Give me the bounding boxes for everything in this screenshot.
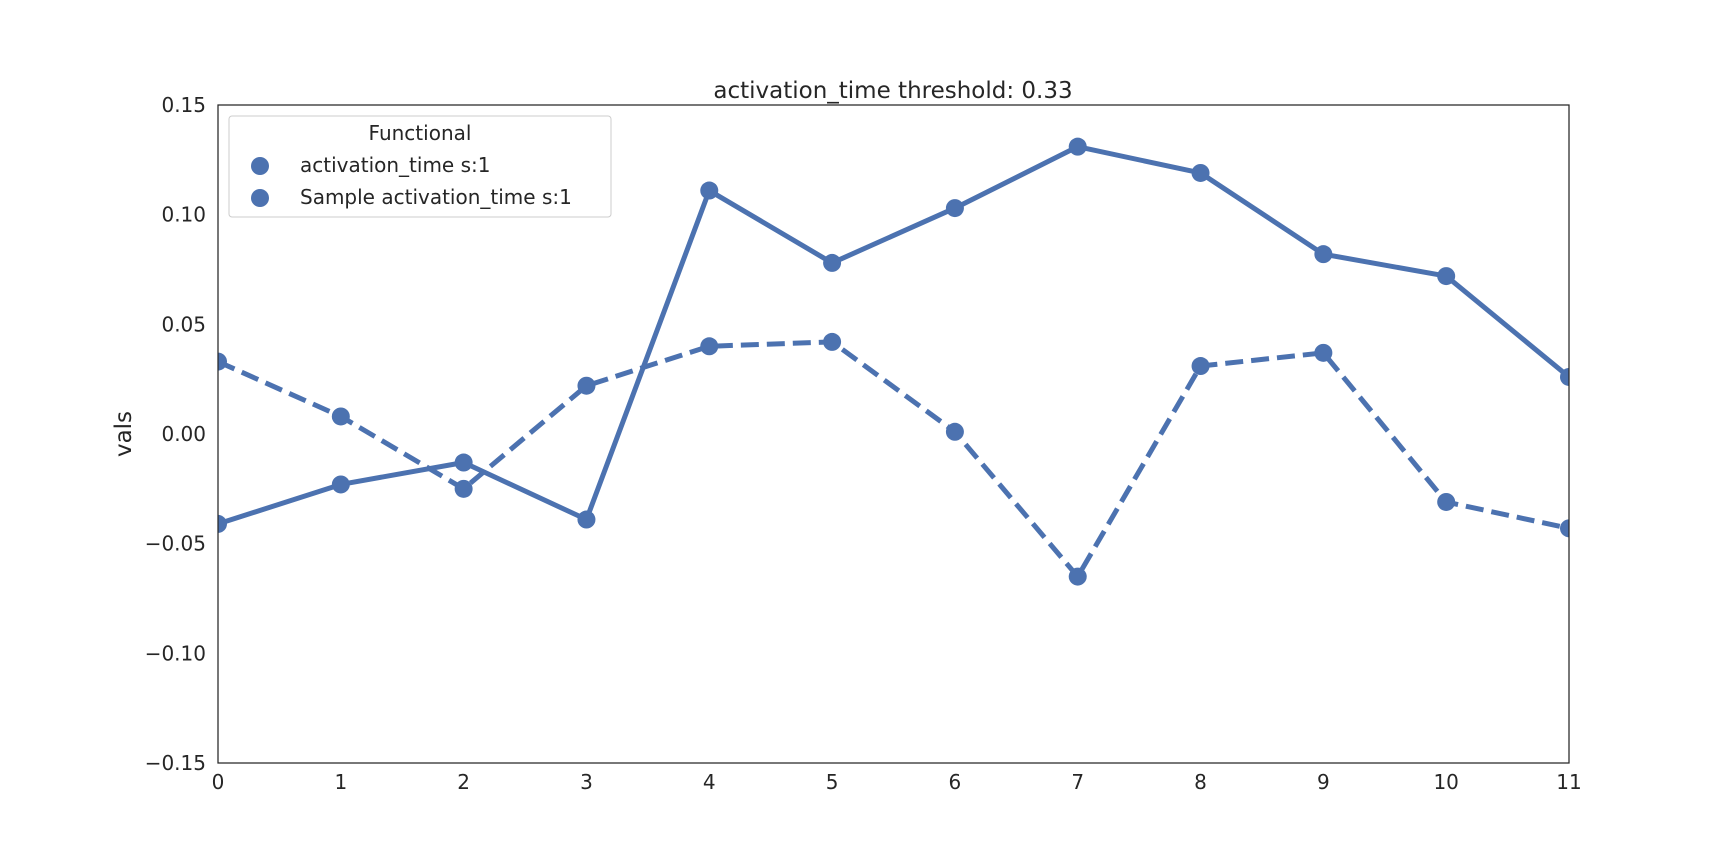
y-tick-label: −0.15 xyxy=(145,751,206,775)
data-point xyxy=(331,407,350,426)
legend-title: Functional xyxy=(369,121,472,145)
x-tick-label: 0 xyxy=(212,770,225,794)
x-tick-label: 7 xyxy=(1071,770,1084,794)
legend-marker-sample-activation-time xyxy=(251,189,269,207)
y-axis-ticks: 0.15 0.10 0.05 0.00 −0.05 −0.10 −0.15 xyxy=(145,93,206,775)
data-point xyxy=(218,514,227,533)
data-point xyxy=(454,479,473,498)
data-point xyxy=(700,337,719,356)
series-activation-time xyxy=(218,137,1569,533)
data-point xyxy=(1437,492,1456,511)
legend-box xyxy=(228,115,612,218)
series-sample-activation-time xyxy=(218,332,1569,586)
data-point xyxy=(1314,343,1333,362)
x-tick-label: 2 xyxy=(457,770,470,794)
x-tick-label: 3 xyxy=(580,770,593,794)
data-point xyxy=(1560,367,1569,386)
data-point xyxy=(331,475,350,494)
data-point xyxy=(1068,137,1087,156)
data-point xyxy=(700,181,719,200)
y-tick-label: 0.10 xyxy=(161,203,206,227)
y-axis-label: vals xyxy=(111,411,137,457)
data-point xyxy=(577,510,596,529)
x-tick-label: 10 xyxy=(1433,770,1458,794)
y-tick-label: 0.05 xyxy=(161,312,206,336)
data-point xyxy=(823,253,842,272)
x-tick-label: 9 xyxy=(1317,770,1330,794)
data-point xyxy=(1314,245,1333,264)
x-tick-label: 1 xyxy=(334,770,347,794)
y-tick-label: −0.05 xyxy=(145,532,206,556)
x-tick-label: 11 xyxy=(1556,770,1581,794)
x-tick-label: 5 xyxy=(826,770,839,794)
chart-title: activation_time threshold: 0.33 xyxy=(713,78,1072,104)
series-line xyxy=(218,144,1569,527)
x-axis-ticks: 0 1 2 3 4 5 6 7 8 9 10 11 xyxy=(212,770,1582,794)
y-tick-label: 0.00 xyxy=(161,422,206,446)
x-tick-label: 6 xyxy=(949,770,962,794)
legend-marker-activation-time xyxy=(251,157,269,175)
data-point xyxy=(577,376,596,395)
data-point xyxy=(1191,163,1210,182)
x-tick-label: 8 xyxy=(1194,770,1207,794)
data-point xyxy=(1560,519,1569,538)
y-tick-label: −0.10 xyxy=(145,641,206,665)
legend-label-activation-time: activation_time s:1 xyxy=(300,153,490,177)
series-line xyxy=(218,339,1569,580)
legend-label-sample-activation-time: Sample activation_time s:1 xyxy=(300,185,572,209)
data-point xyxy=(1068,567,1087,586)
data-point xyxy=(454,453,473,472)
data-point xyxy=(218,352,227,371)
data-point xyxy=(823,332,842,351)
x-tick-label: 4 xyxy=(703,770,716,794)
data-point xyxy=(945,199,964,218)
data-point xyxy=(1437,267,1456,286)
series-layer xyxy=(218,137,1569,586)
y-tick-label: 0.15 xyxy=(161,93,206,117)
data-point xyxy=(945,422,964,441)
data-point xyxy=(1191,357,1210,376)
legend: Functional activation_time s:1 Sample ac… xyxy=(228,115,612,218)
plot-frame xyxy=(217,104,1570,764)
